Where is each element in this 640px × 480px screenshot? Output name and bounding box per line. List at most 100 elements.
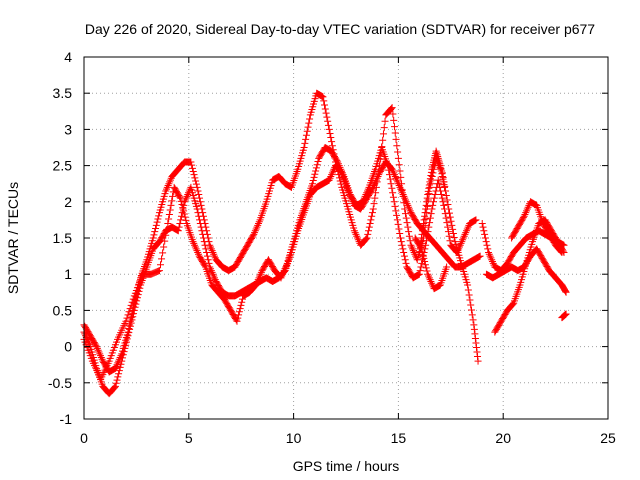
data-point — [370, 200, 378, 208]
data-point — [426, 219, 434, 227]
data-point — [197, 223, 205, 231]
data-point — [459, 236, 467, 244]
data-point — [474, 353, 482, 361]
data-point — [328, 171, 336, 179]
data-point — [375, 171, 383, 179]
data-point — [190, 171, 198, 179]
data-point — [209, 248, 217, 256]
data-point — [444, 201, 452, 209]
data-point — [187, 158, 195, 166]
data-point — [322, 109, 330, 117]
data-point — [427, 172, 435, 180]
data-point — [309, 177, 317, 185]
x-tick-label: 0 — [80, 430, 88, 446]
data-point — [421, 212, 429, 220]
data-point — [252, 225, 260, 233]
data-point — [191, 241, 199, 249]
data-point — [390, 198, 398, 206]
data-point — [310, 173, 318, 181]
data-point — [464, 286, 472, 294]
data-point — [472, 339, 480, 347]
data-point — [362, 191, 370, 199]
data-point — [363, 234, 371, 242]
y-tick-label: 3 — [64, 121, 72, 137]
axis-ticks: -1 -0.5 0 0.5 1 1.5 2 2.5 3 3.5 4 0 5 10 15 20 25 — [48, 49, 616, 446]
data-point — [520, 212, 528, 220]
data-point — [180, 210, 188, 218]
data-point — [162, 187, 170, 195]
data-point — [387, 180, 395, 188]
data-point — [133, 294, 141, 302]
data-point — [257, 270, 265, 278]
data-point — [394, 180, 402, 188]
data-point — [283, 261, 291, 269]
data-point — [111, 364, 119, 372]
data-point — [235, 308, 243, 316]
data-point — [408, 243, 416, 251]
data-point — [386, 175, 394, 183]
data-point — [394, 220, 402, 228]
data-point — [207, 243, 215, 251]
data-point — [420, 216, 428, 224]
data-point — [329, 167, 337, 175]
data-point — [371, 194, 379, 202]
data-point — [92, 341, 100, 349]
data-point — [470, 321, 478, 329]
data-point — [449, 229, 457, 237]
data-point — [416, 267, 424, 275]
data-point — [395, 225, 403, 233]
data-point — [323, 113, 331, 121]
data-point — [181, 196, 189, 204]
data-point — [399, 191, 407, 199]
data-point — [394, 148, 402, 156]
data-point — [280, 267, 288, 275]
data-point — [464, 281, 472, 289]
data-point — [392, 174, 400, 182]
data-point — [422, 237, 430, 245]
data-point — [393, 142, 401, 150]
data-point — [164, 220, 172, 228]
data-point — [199, 234, 207, 242]
data-point — [232, 316, 240, 324]
data-point — [82, 332, 90, 340]
data-point — [427, 277, 435, 285]
data-point — [328, 142, 336, 150]
data-point — [312, 164, 320, 172]
data-point — [412, 254, 420, 262]
data-point — [117, 360, 125, 368]
y-tick-label: 2.5 — [53, 158, 73, 174]
data-point — [427, 176, 435, 184]
data-point — [164, 182, 172, 190]
data-point — [393, 211, 401, 219]
data-point — [420, 254, 428, 262]
data-point — [204, 256, 212, 264]
data-point — [366, 220, 374, 228]
data-point — [166, 178, 174, 186]
data-point — [368, 209, 376, 217]
data-point — [282, 263, 290, 271]
data-point — [435, 158, 443, 166]
data-point — [508, 301, 516, 309]
data-point — [524, 203, 532, 211]
data-point — [114, 359, 122, 367]
series-track-h — [558, 310, 570, 322]
data-point — [427, 210, 435, 218]
series-track-j — [411, 234, 451, 293]
data-point — [389, 110, 397, 118]
data-point — [249, 232, 257, 240]
data-point — [398, 241, 406, 249]
data-point — [169, 192, 177, 200]
data-point — [124, 332, 132, 340]
data-point — [234, 314, 242, 322]
data-point — [405, 203, 413, 211]
x-tick-label: 20 — [495, 430, 511, 446]
data-point — [471, 334, 479, 342]
data-point — [353, 232, 361, 240]
data-point — [424, 270, 432, 278]
data-point — [321, 101, 329, 109]
data-point — [389, 189, 397, 197]
data-point — [387, 105, 395, 113]
data-point — [127, 319, 135, 327]
data-point — [486, 252, 494, 260]
data-point — [95, 348, 103, 356]
